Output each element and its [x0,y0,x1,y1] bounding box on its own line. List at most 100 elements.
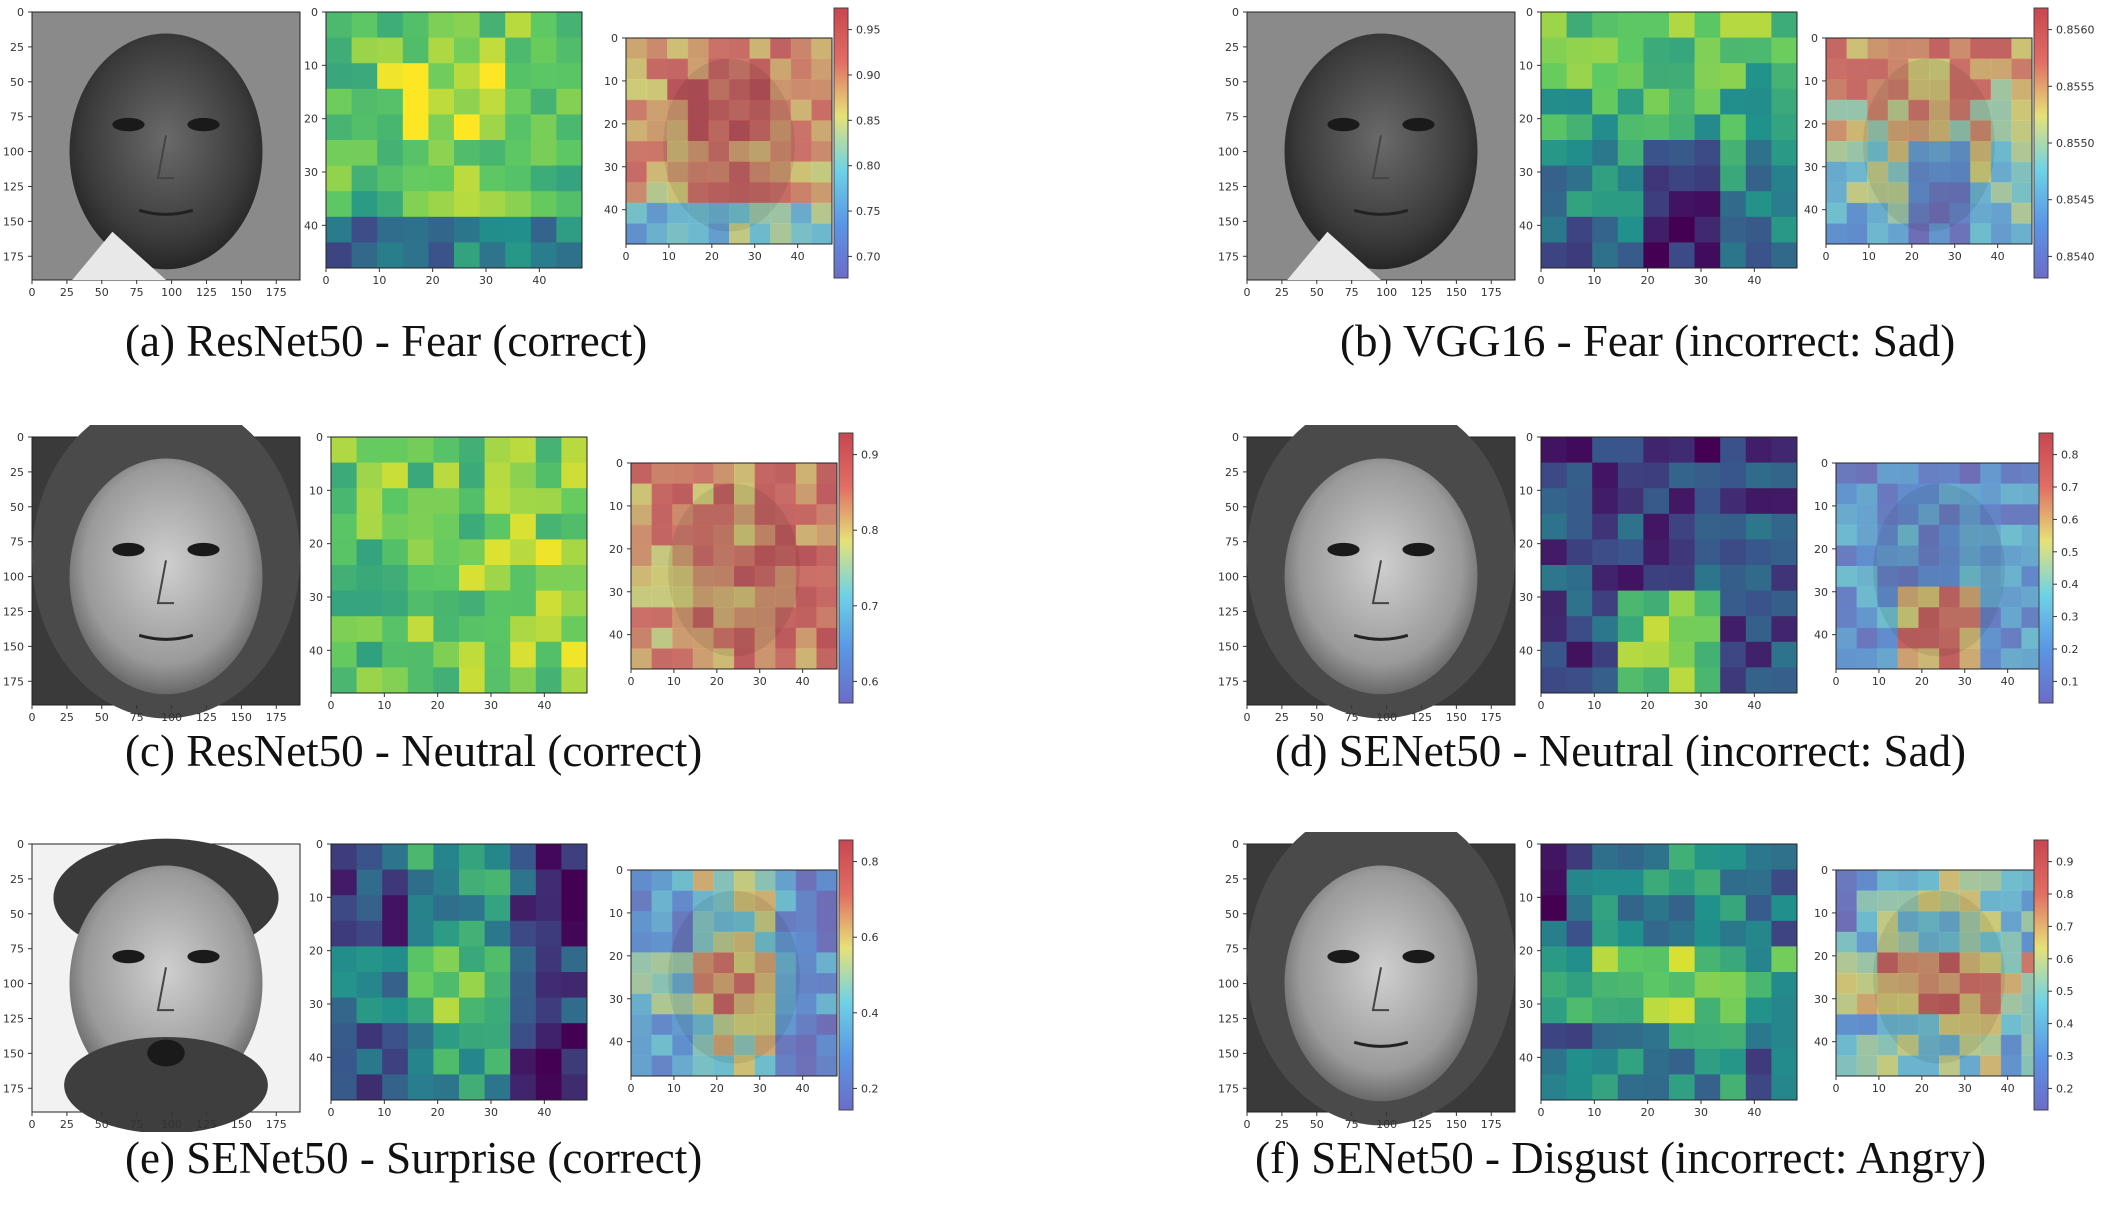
overlay-cell [1990,182,2012,204]
heatmap-cell [351,216,378,243]
overlay-cell [687,38,709,60]
overlay-cell [687,182,709,204]
heatmap-cell [382,513,409,540]
overlay-cell [626,58,648,80]
heatmap-cell [1669,216,1696,243]
overlay-cell [754,911,776,933]
y-tick-label: 150 [3,640,24,653]
y-tick-label: 0 [311,6,318,19]
heatmap-cell [1643,12,1670,39]
heatmap-cell [1592,488,1619,515]
overlay-cell [672,870,694,892]
overlay-cell [1897,993,1919,1015]
overlay-cell [734,586,756,608]
heatmap-cell [1592,641,1619,668]
overlay-cell [651,952,673,974]
heatmap-cell [1720,216,1747,243]
y-tick-label: 20 [1804,118,1818,131]
heatmap-plot: 0 10 20 30 40 0 10 20 30 40 [305,832,595,1136]
heatmap-cell [382,1023,409,1050]
overlay-cell [1918,870,1940,892]
overlay-cell [672,483,694,505]
y-tick-label: 175 [1218,1082,1239,1095]
heatmap-cell [561,565,588,592]
overlay-cell [770,99,792,121]
overlay-cell [1970,120,1992,142]
heatmap-cell [510,590,537,617]
heatmap-cell [1694,37,1721,64]
heatmap-cell [1566,165,1593,192]
heatmap-cell [433,462,460,489]
heatmap-cell [1592,869,1619,896]
x-tick-label: 30 [484,699,498,712]
overlay-cell [667,161,689,183]
overlay-cell [1836,463,1858,485]
heatmap-cell [1592,513,1619,540]
heatmap-cell [377,88,404,115]
overlay-cell [631,566,653,588]
heatmap-cell [1669,641,1696,668]
heatmap-cell [1541,946,1568,973]
heatmap-cell [1592,616,1619,643]
heatmap-cell [1720,140,1747,167]
mouth [1353,208,1409,216]
y-tick-label: 30 [1804,161,1818,174]
heatmap-cell [454,88,481,115]
heatmap-cell [1643,1074,1670,1101]
overlay-cell [713,566,735,588]
mouth [138,208,194,216]
heatmap-cell [1541,37,1568,64]
overlay-cell [2000,504,2022,526]
overlay-cell [2011,223,2033,245]
heatmap-cell [326,12,353,39]
heatmap-cell [1669,88,1696,115]
overlay-cell [754,952,776,974]
overlay-cell [775,1034,797,1056]
colorbar-tick-label: 0.3 [2056,1050,2074,1063]
heatmap-cell [356,539,383,566]
overlay-cell [1918,586,1940,608]
heatmap-cell [1541,895,1568,922]
heatmap-cell [1694,114,1721,141]
overlay-cell [672,952,694,974]
heatmap-cell [377,165,404,192]
colorbar: 0.8 0.7 0.6 0.5 0.4 0.3 0.2 0.1 [2035,425,2102,719]
x-tick-label: 20 [431,699,445,712]
overlay-cell [2000,993,2022,1015]
heatmap-cell [561,641,588,668]
overlay-cell [631,524,653,546]
heatmap-cell [1592,191,1619,218]
heatmap-cell [561,590,588,617]
overlay-cell [1918,911,1940,933]
overlay-cell [1877,1034,1899,1056]
x-tick-label: 75 [1345,1118,1359,1131]
heatmap-frame [1540,436,1798,694]
overlay-cell [646,182,668,204]
heatmap-cell [1720,997,1747,1024]
heatmap-cell [1617,12,1644,39]
heatmap-cell [1592,140,1619,167]
heatmap-cell [561,1074,588,1101]
heatmap-cell [382,946,409,973]
y-tick-label: 20 [1814,950,1828,963]
overlay-cell [795,627,817,649]
heatmap-cell [505,37,532,64]
heatmap-cell [505,114,532,141]
heatmap-cell [454,216,481,243]
overlay-cell [2011,120,2033,142]
heatmap-cell [1720,488,1747,515]
overlay-cell [1887,223,1909,245]
overlay-plot: 0 10 20 30 40 0 10 20 30 40 [605,455,845,729]
heatmap-cell [356,513,383,540]
heatmap-cell [1745,513,1772,540]
y-tick-label: 25 [10,466,24,479]
heatmap-cell [1771,37,1798,64]
heatmap-cell [1617,1023,1644,1050]
overlay-cell [795,504,817,526]
heatmap-cell [382,641,409,668]
overlay-cell [1980,545,2002,567]
overlay-cell [713,870,735,892]
heatmap-cell [535,539,562,566]
